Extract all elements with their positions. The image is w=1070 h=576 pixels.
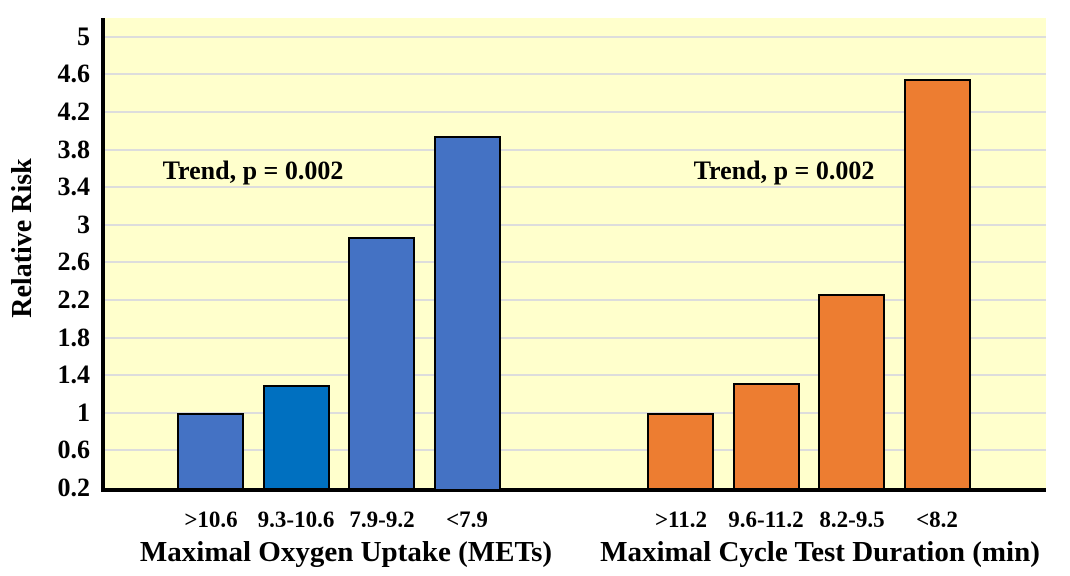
trend-annotation: Trend, p = 0.002 bbox=[693, 156, 875, 185]
y-gridline bbox=[105, 374, 1046, 376]
y-gridline bbox=[105, 224, 1046, 226]
y-gridline bbox=[105, 261, 1046, 263]
y-tick-label: 3.4 bbox=[57, 172, 91, 201]
y-gridline bbox=[105, 449, 1046, 451]
category-label: 9.6-11.2 bbox=[728, 507, 804, 532]
category-label: >10.6 bbox=[184, 507, 238, 532]
y-tick-label: 0.6 bbox=[57, 435, 91, 464]
y-tick-label: 5 bbox=[77, 22, 90, 51]
y-gridline bbox=[105, 36, 1046, 38]
y-axis-line bbox=[101, 18, 105, 492]
y-tick-label: 3.8 bbox=[57, 135, 91, 164]
y-tick-label: 2.2 bbox=[57, 285, 91, 314]
trend-annotation: Trend, p = 0.002 bbox=[162, 156, 344, 185]
bar-8.2-9.5 bbox=[818, 294, 885, 488]
bar-9.3-10.6 bbox=[263, 385, 330, 488]
x-axis-line bbox=[101, 488, 1046, 492]
y-axis-title: Relative Risk bbox=[7, 158, 38, 318]
y-tick-label: 1.4 bbox=[57, 360, 91, 389]
bar->10.6 bbox=[177, 413, 244, 488]
category-label: <8.2 bbox=[916, 507, 958, 532]
category-label: 7.9-9.2 bbox=[349, 507, 415, 532]
y-gridline bbox=[105, 412, 1046, 414]
y-gridline bbox=[105, 73, 1046, 75]
y-gridline bbox=[105, 111, 1046, 113]
x-axis-title: Maximal Oxygen Uptake (METs) bbox=[139, 536, 553, 568]
bar-9.6-11.2 bbox=[733, 383, 800, 488]
bar-7.9-9.2 bbox=[348, 237, 415, 488]
category-label: <7.9 bbox=[446, 507, 488, 532]
y-tick-label: 4.2 bbox=[57, 97, 91, 126]
y-tick-label: 2.6 bbox=[57, 247, 91, 276]
x-axis-title: Maximal Cycle Test Duration (min) bbox=[600, 536, 1040, 568]
y-tick-label: 1.8 bbox=[57, 323, 91, 352]
plot-area bbox=[105, 18, 1046, 488]
bar-<7.9 bbox=[434, 136, 501, 489]
y-gridline bbox=[105, 299, 1046, 301]
y-tick-label: 0.2 bbox=[57, 473, 91, 502]
y-tick-label: 4.6 bbox=[57, 59, 91, 88]
y-gridline bbox=[105, 337, 1046, 339]
y-tick-label: 3 bbox=[77, 210, 90, 239]
y-gridline bbox=[105, 186, 1046, 188]
y-gridline bbox=[105, 149, 1046, 151]
bar-<8.2 bbox=[904, 79, 971, 488]
category-label: >11.2 bbox=[654, 507, 708, 532]
category-label: 9.3-10.6 bbox=[257, 507, 335, 532]
bar->11.2 bbox=[647, 413, 714, 488]
category-label: 8.2-9.5 bbox=[819, 507, 885, 532]
y-tick-label: 1 bbox=[77, 398, 90, 427]
